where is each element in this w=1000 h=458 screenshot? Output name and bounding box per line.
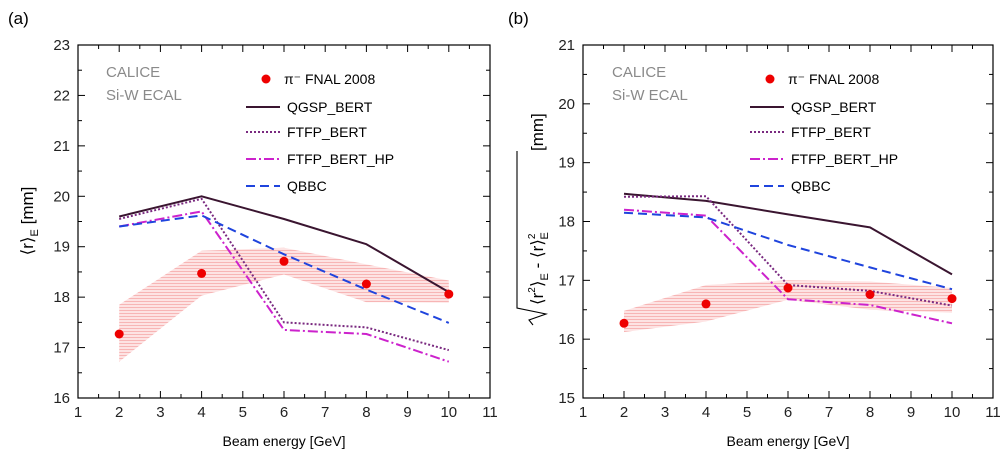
panel-a-x-tick-label: 5	[239, 404, 247, 421]
panel-b-series-qbbc-line	[623, 211, 953, 291]
panel-b-y-tick-label: 19	[558, 155, 575, 172]
panel-b-annotation-line-2: Si-W ECAL	[612, 87, 688, 104]
panel-a-legend-label-ftfp: FTFP_BERT	[287, 124, 367, 140]
panel-b-x-tick-label: 8	[866, 404, 874, 421]
panel-a-legend-label-ftfp-hp: FTFP_BERT_HP	[287, 151, 394, 167]
panel-a-y-axis-label-main: ⟨r⟩	[18, 236, 37, 255]
panel-a-x-tick-label: 8	[362, 404, 370, 421]
panel-b-x-axis-label: Beam energy [GeV]	[727, 433, 850, 449]
panel-a-legend-label-data: π⁻ FNAL 2008	[284, 71, 375, 87]
panel-a-legend: π⁻ FNAL 2008 QGSP_BERT FTFP_BERT FTFP_BE…	[246, 71, 394, 194]
panel-a-annotation-line-2: Si-W ECAL	[106, 87, 182, 104]
panel-a-x-tick-label: 7	[321, 404, 329, 421]
panel-b-points-layer	[619, 283, 957, 328]
panel-b-y-axis-label-expression: ⟨r2⟩E - ⟨r⟩2E	[527, 232, 551, 305]
panel-b-x-tick-label: 1	[579, 404, 587, 421]
panel-a-y-axis-label: ⟨r⟩E [mm]	[18, 187, 41, 256]
panel-a-lines-layer	[118, 195, 450, 363]
panel-a-data-point	[197, 268, 207, 278]
panel-b-legend-label-qgsp: QGSP_BERT	[791, 99, 877, 115]
panel-a-y-axis-label-unit: [mm]	[18, 187, 37, 230]
panel-a-series-qgsp-bert-line	[118, 195, 450, 293]
panel-a-y-tick-label: 22	[53, 87, 70, 104]
panel-b-legend-label-qbbc: QBBC	[791, 178, 831, 194]
panel-b-series-ftfp-bert-line	[623, 195, 953, 307]
panel-a-data-point	[361, 279, 371, 289]
panel-b-x-tick-label: 7	[825, 404, 833, 421]
panel-a-data-point	[279, 256, 289, 266]
panel-a-x-tick-label: 11	[482, 404, 498, 421]
panel-b: (b) 1 2 3 4 5 6 7 8 9 10 11 15 16 17 18 19 20 21 CALICE S…	[508, 9, 1000, 449]
panel-b-y-tick-label: 20	[558, 96, 575, 113]
panel-b-legend-marker-data	[765, 74, 775, 84]
panel-b-lines-layer	[623, 192, 953, 325]
panel-b-y-axis-label-radical	[516, 151, 549, 326]
panel-a-y-tick-label: 17	[53, 340, 70, 357]
panel-b-data-point	[701, 299, 711, 309]
panel-a-x-tick-label: 2	[115, 404, 123, 421]
panel-b-series-qgsp-bert-line	[623, 192, 953, 276]
panel-a-points-layer	[114, 256, 454, 339]
panel-b-x-tick-label: 10	[944, 404, 961, 421]
panel-a-y-tick-label: 23	[53, 37, 70, 54]
panel-a-legend-label-qbbc: QBBC	[287, 178, 327, 194]
panel-a-y-tick-label: 18	[53, 289, 70, 306]
panel-a-y-tick-label: 16	[53, 390, 70, 407]
panel-a-series-qbbc-line	[119, 214, 450, 324]
panel-b-y-tick-label: 16	[558, 331, 575, 348]
panel-b-x-tick-label: 3	[661, 404, 669, 421]
panel-b-legend-label-data: π⁻ FNAL 2008	[788, 71, 879, 87]
panel-a-x-tick-label: 1	[74, 404, 82, 421]
panel-a-data-point	[114, 329, 124, 339]
panel-a-series-ftfp-bert-hp-line	[119, 210, 450, 363]
panel-a-legend-marker-data	[261, 74, 271, 84]
panel-a-x-tick-label: 3	[156, 404, 164, 421]
panel-b-ticks-layer: 1 2 3 4 5 6 7 8 9 10 11 15 16 17 18 19 20 21	[558, 37, 1000, 421]
panel-a-data-point	[444, 289, 454, 299]
panel-b-x-tick-label: 5	[743, 404, 751, 421]
panel-a-annotation-line-1: CALICE	[106, 64, 160, 81]
panel-a-x-axis-label: Beam energy [GeV]	[223, 433, 346, 449]
panel-b-data-point	[619, 318, 629, 328]
panel-b-label: (b)	[508, 9, 529, 28]
panel-a-legend-label-qgsp: QGSP_BERT	[287, 99, 373, 115]
panel-b-y-axis-label-unit: [mm]	[528, 113, 547, 151]
panel-a-label: (a)	[8, 9, 29, 28]
panel-b-y-tick-label: 21	[558, 37, 575, 54]
panel-a-x-tick-label: 6	[280, 404, 288, 421]
panel-a-y-tick-label: 20	[53, 188, 70, 205]
panel-a-y-tick-label: 21	[53, 138, 70, 155]
panel-a-series-ftfp-bert-line	[118, 197, 450, 352]
panel-b-data-point	[783, 283, 793, 293]
panel-b-y-axis-label: ⟨r2⟩E - ⟨r⟩2E [mm]	[516, 113, 551, 326]
panel-b-x-tick-label: 6	[784, 404, 792, 421]
panel-b-y-tick-label: 18	[558, 214, 575, 231]
panel-b-x-tick-label: 11	[985, 404, 1000, 421]
panel-b-legend: π⁻ FNAL 2008 QGSP_BERT FTFP_BERT FTFP_BE…	[750, 71, 898, 194]
panel-a-x-tick-label: 10	[440, 404, 457, 421]
panel-b-x-tick-label: 9	[907, 404, 915, 421]
panel-a-y-tick-label: 19	[53, 239, 70, 256]
panel-a-y-axis-label-sub: E	[29, 229, 41, 236]
panel-b-legend-label-ftfp-hp: FTFP_BERT_HP	[791, 151, 898, 167]
panel-a-x-tick-label: 9	[403, 404, 411, 421]
panel-b-annotation-line-1: CALICE	[612, 64, 666, 81]
panel-a-x-tick-label: 4	[197, 404, 205, 421]
panel-b-x-tick-label: 4	[702, 404, 710, 421]
panel-b-x-tick-label: 2	[620, 404, 628, 421]
panel-b-y-tick-label: 17	[558, 272, 575, 289]
panel-b-legend-label-ftfp: FTFP_BERT	[791, 124, 871, 140]
panel-b-data-point	[947, 294, 957, 304]
panel-b-data-point	[865, 290, 875, 299]
panel-b-y-tick-label: 15	[558, 390, 575, 407]
panel-b-series-ftfp-bert-hp-line	[623, 208, 953, 325]
